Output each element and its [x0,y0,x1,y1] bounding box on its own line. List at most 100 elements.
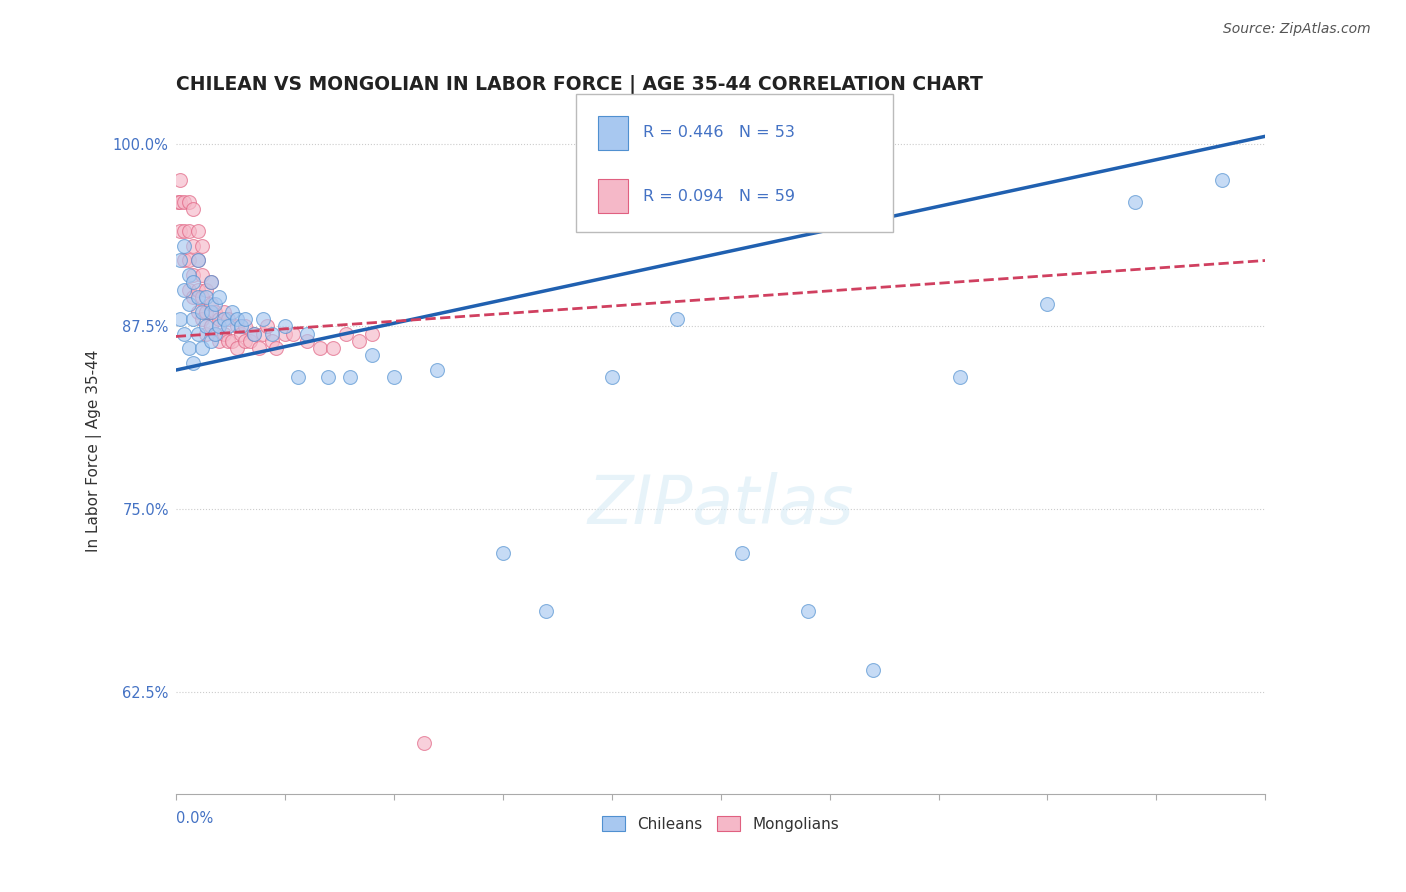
Point [217,312,239,326]
Point [360,349,382,363]
Point [191,312,214,326]
Point [195,304,218,318]
Text: R = 0.446   N = 53: R = 0.446 N = 53 [643,126,794,140]
Point [221,334,243,348]
Point [173,253,195,268]
Point [177,253,200,268]
Point [186,253,209,268]
Point [186,283,209,297]
Point [181,268,204,282]
Point [335,326,357,341]
Point [167,194,190,209]
Point [347,334,370,348]
Point [200,297,222,311]
Point [235,334,257,348]
Point [295,334,318,348]
Point [191,290,214,304]
Point [426,363,449,377]
Point [231,319,253,334]
Point [204,297,226,311]
Point [318,370,340,384]
Point [186,304,209,318]
Point [274,319,297,334]
Point [177,224,200,238]
Point [204,326,226,341]
Point [339,370,361,384]
Point [600,370,623,384]
Text: 0.0%: 0.0% [176,811,212,826]
Point [200,334,222,348]
Legend: Chileans, Mongolians: Chileans, Mongolians [596,810,845,838]
Point [181,239,204,253]
Point [208,319,231,334]
Point [169,173,191,187]
Point [731,546,754,560]
Point [235,319,257,334]
Point [181,276,204,290]
Point [243,326,266,341]
Point [169,253,191,268]
Point [1036,297,1059,311]
Point [235,312,257,326]
Point [208,312,231,326]
Point [181,312,204,326]
Point [181,356,204,370]
Point [208,334,231,348]
Point [287,370,309,384]
Point [191,304,214,318]
Point [252,312,274,326]
Point [252,326,274,341]
Point [212,326,235,341]
Point [204,326,226,341]
Point [195,290,218,304]
Point [191,239,214,253]
Point [191,341,214,355]
Text: ZIPatlas: ZIPatlas [588,473,853,539]
Point [534,604,557,618]
Point [200,304,222,318]
Point [225,319,247,334]
Point [186,224,209,238]
Point [217,334,239,348]
Point [177,194,200,209]
Point [221,304,243,318]
Point [295,326,318,341]
Point [208,290,231,304]
Point [177,268,200,282]
Point [322,341,344,355]
Text: Source: ZipAtlas.com: Source: ZipAtlas.com [1223,22,1371,37]
Point [231,326,253,341]
Point [217,319,239,334]
Point [264,341,287,355]
Point [283,326,305,341]
Point [169,224,191,238]
Point [256,319,278,334]
Point [195,326,218,341]
Point [796,604,818,618]
Point [173,239,195,253]
Point [225,312,247,326]
Point [212,312,235,326]
Point [169,194,191,209]
Point [173,224,195,238]
Y-axis label: In Labor Force | Age 35-44: In Labor Force | Age 35-44 [86,350,101,551]
Point [169,312,191,326]
Point [862,663,884,677]
Point [239,334,262,348]
Point [492,546,515,560]
Point [260,334,283,348]
Point [186,253,209,268]
Text: CHILEAN VS MONGOLIAN IN LABOR FORCE | AGE 35-44 CORRELATION CHART: CHILEAN VS MONGOLIAN IN LABOR FORCE | AG… [176,75,983,95]
Point [195,283,218,297]
Point [204,304,226,318]
Point [243,326,266,341]
Point [949,370,972,384]
Point [195,319,218,334]
Point [666,312,689,326]
Point [177,341,200,355]
Point [200,276,222,290]
Point [186,290,209,304]
Point [186,326,209,341]
Point [212,304,235,318]
Point [200,276,222,290]
